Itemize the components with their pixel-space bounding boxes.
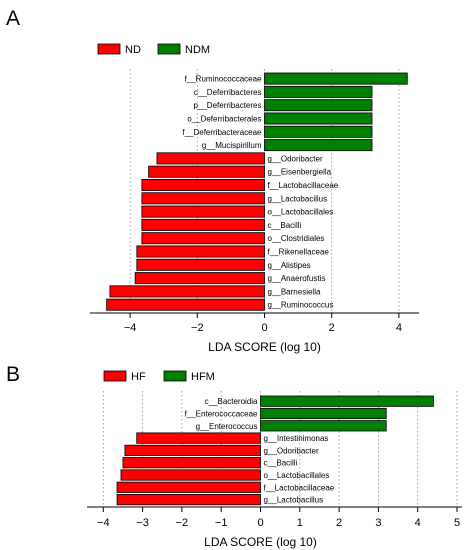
- bar: [264, 85, 373, 98]
- bar: [264, 99, 373, 112]
- x-tick-label: 4: [415, 517, 421, 529]
- bar: [124, 444, 261, 457]
- bar-label: c__Bacilli: [264, 459, 298, 468]
- bar: [264, 112, 373, 125]
- x-tick-label: 3: [375, 517, 381, 529]
- bar: [136, 245, 265, 258]
- bar: [260, 407, 387, 420]
- bar-label: c__Bacilli: [268, 221, 302, 230]
- bar-label: g__Intestinimonas: [264, 434, 329, 443]
- bar: [136, 432, 261, 444]
- bar-label: f__Lactobacillaceae: [264, 483, 335, 492]
- bar: [141, 178, 265, 191]
- x-tick-label: 2: [336, 517, 342, 529]
- bar: [134, 272, 265, 285]
- bar-label: p__Deferribacteres: [193, 101, 261, 110]
- legend-swatch: [103, 370, 127, 382]
- bar-label: g__Ruminococcus: [268, 301, 334, 310]
- bar-label: c__Deferribacteres: [194, 88, 262, 97]
- bar-label: g__Alistipes: [268, 261, 311, 270]
- legend-swatch: [157, 43, 181, 55]
- legend-label: HF: [131, 371, 146, 383]
- bar-label: o__Lactobacillales: [268, 208, 334, 217]
- x-tick-label: 2: [329, 322, 335, 334]
- x-tick-label: 0: [257, 517, 263, 529]
- bar-label: f__Lactobacillaceae: [268, 181, 339, 190]
- legend-swatch: [97, 43, 121, 55]
- bar: [141, 192, 265, 205]
- bar: [264, 72, 408, 85]
- bar-label: g__Mucispirillum: [202, 141, 262, 150]
- bar-label: g__Lactobacillus: [264, 496, 324, 505]
- x-tick-label: 5: [454, 517, 460, 529]
- bar: [116, 481, 261, 493]
- panel-letter: A: [6, 7, 20, 30]
- bar: [148, 165, 265, 178]
- legend-label: HFM: [191, 371, 215, 383]
- bar: [141, 218, 265, 231]
- bar-label: g__Lactobacillus: [268, 194, 328, 203]
- bar-label: f__Rikenellaceae: [268, 248, 330, 257]
- bar-label: g__Odoribacter: [268, 154, 323, 163]
- panel-b: B HF HFM c__Bacteroidia f__Enterococcaceae g_…: [6, 363, 462, 549]
- bar-label: g__Barnesiella: [268, 287, 321, 296]
- bar: [106, 298, 265, 311]
- bar: [141, 205, 265, 218]
- bar: [109, 285, 265, 298]
- bar-label: g__Enterococcus: [196, 422, 258, 431]
- x-tick-label: 4: [396, 322, 402, 334]
- bar-label: o__Lactobacillales: [264, 471, 330, 480]
- bar-label: f__Enterococcaceae: [185, 410, 258, 419]
- bar-label: o__Clostridiales: [268, 234, 325, 243]
- bar-label: g__Odoribacter: [264, 446, 319, 455]
- legend-label: NDM: [185, 44, 210, 56]
- panel-a: A ND NDM f__Ruminococcaceae c__Deferribacter…: [6, 7, 419, 354]
- bar: [264, 125, 373, 138]
- bar: [141, 232, 265, 245]
- x-tick-label: −4: [97, 517, 110, 529]
- panel-letter: B: [6, 363, 20, 386]
- x-tick-label: 1: [297, 517, 303, 529]
- x-tick-label: −3: [136, 517, 149, 529]
- bar-label: c__Bacteroidia: [205, 397, 258, 406]
- legend-label: ND: [125, 44, 141, 56]
- bar: [122, 457, 261, 469]
- x-axis-title: LDA SCORE (log 10): [208, 340, 321, 354]
- bar: [120, 469, 261, 481]
- bar-label: g__Anaerofustis: [268, 274, 326, 283]
- x-tick-label: −1: [215, 517, 228, 529]
- bar-label: g__Eisenbergiella: [268, 168, 332, 177]
- bar: [116, 493, 261, 506]
- bar-label: o__Deferribacterales: [187, 115, 261, 124]
- legend-swatch: [163, 370, 187, 382]
- x-axis-title: LDA SCORE (log 10): [204, 535, 317, 549]
- x-tick-label: −4: [124, 322, 137, 334]
- bar: [136, 258, 265, 271]
- bar: [156, 152, 265, 165]
- x-tick-label: −2: [176, 517, 189, 529]
- bar: [264, 139, 373, 152]
- bar-label: f__Deferribacteraceae: [182, 128, 262, 137]
- x-tick-label: 0: [261, 322, 267, 334]
- bar: [260, 420, 387, 432]
- bar-label: f__Ruminococcaceae: [185, 75, 262, 84]
- x-tick-label: −2: [191, 322, 204, 334]
- bar: [260, 395, 434, 407]
